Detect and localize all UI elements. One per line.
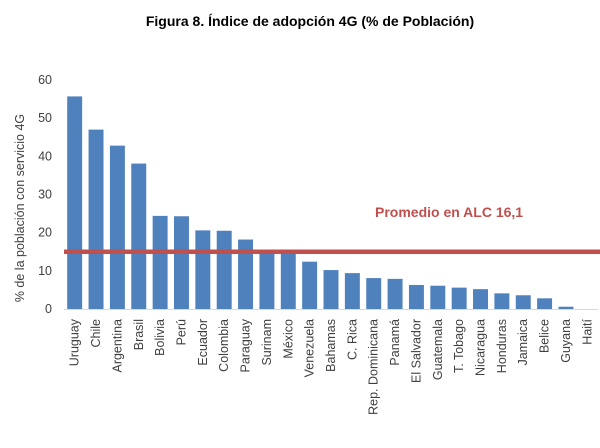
bar-el-salvador	[408, 284, 424, 309]
category-labels: Uruguay Chile Argentina Brasil Bolivia Perú Ec…	[68, 318, 595, 415]
bar-paraguay	[238, 239, 254, 309]
bar-guyana	[558, 306, 574, 309]
category-label: Jamaica	[516, 319, 530, 366]
bar-m-xico	[280, 250, 296, 309]
bar-surinam	[259, 250, 275, 309]
category-label: El Salvador	[409, 319, 423, 383]
y-tick-label: 60	[38, 73, 52, 87]
bar-honduras	[494, 293, 510, 309]
bar-group	[67, 96, 574, 309]
bar-venezuela	[302, 261, 318, 309]
y-tick-label: 20	[38, 226, 52, 240]
category-label: Panamá	[388, 319, 402, 366]
bar-rep-dominicana	[366, 278, 382, 309]
bar-bolivia	[152, 215, 168, 309]
category-label: Guyana	[559, 319, 573, 363]
bar-guatemala	[430, 285, 446, 309]
category-label: Bolivia	[153, 319, 167, 356]
bar-bahamas	[323, 270, 339, 309]
category-label: Rep. Dominicana	[367, 319, 381, 415]
y-axis-ticks: 0 10 20 30 40 50 60	[38, 73, 52, 316]
bar-argentina	[109, 145, 125, 309]
category-label: Ecuador	[196, 319, 210, 366]
y-tick-label: 10	[38, 264, 52, 278]
category-label: Haití	[580, 318, 594, 344]
category-label: T. Tobago	[452, 319, 466, 373]
category-label: C. Rica	[345, 319, 359, 360]
y-tick-label: 0	[45, 302, 52, 316]
category-label: Belice	[538, 319, 552, 353]
bar-nicaragua	[473, 289, 488, 309]
bar-per-	[174, 216, 189, 309]
category-label: Honduras	[495, 319, 509, 373]
average-label: Promedio en ALC 16,1	[375, 204, 523, 220]
bar-jamaica	[515, 295, 531, 309]
bar-t-tobago	[451, 287, 467, 309]
category-label: Colombia	[217, 319, 231, 372]
bar-brasil	[131, 163, 147, 309]
category-label: México	[281, 319, 295, 359]
y-tick-label: 40	[38, 149, 52, 163]
category-label: Paraguay	[239, 318, 253, 372]
y-tick-label: 50	[38, 111, 52, 125]
bar-colombia	[216, 230, 232, 309]
category-label: Uruguay	[68, 318, 82, 366]
bar-uruguay	[67, 96, 83, 309]
category-label: Venezuela	[303, 319, 317, 377]
y-tick-label: 30	[38, 188, 52, 202]
category-label: Guatemala	[431, 319, 445, 380]
category-label: Chile	[89, 319, 103, 348]
bar-ecuador	[195, 230, 211, 309]
category-label: Argentina	[110, 319, 124, 373]
category-label: Perú	[174, 319, 188, 345]
bar-c-rica	[344, 273, 360, 309]
bar-belice	[537, 298, 553, 309]
category-label: Brasil	[132, 319, 146, 350]
category-label: Bahamas	[324, 319, 338, 372]
category-label: Surinam	[260, 319, 274, 366]
category-label: Nicaragua	[474, 319, 488, 376]
bar-chile	[88, 129, 104, 309]
bar-panam-	[387, 278, 403, 309]
chart-title: Figura 8. Índice de adopción 4G (% de Po…	[146, 13, 474, 29]
y-axis-label: % de la población con servicio 4G	[13, 114, 27, 302]
